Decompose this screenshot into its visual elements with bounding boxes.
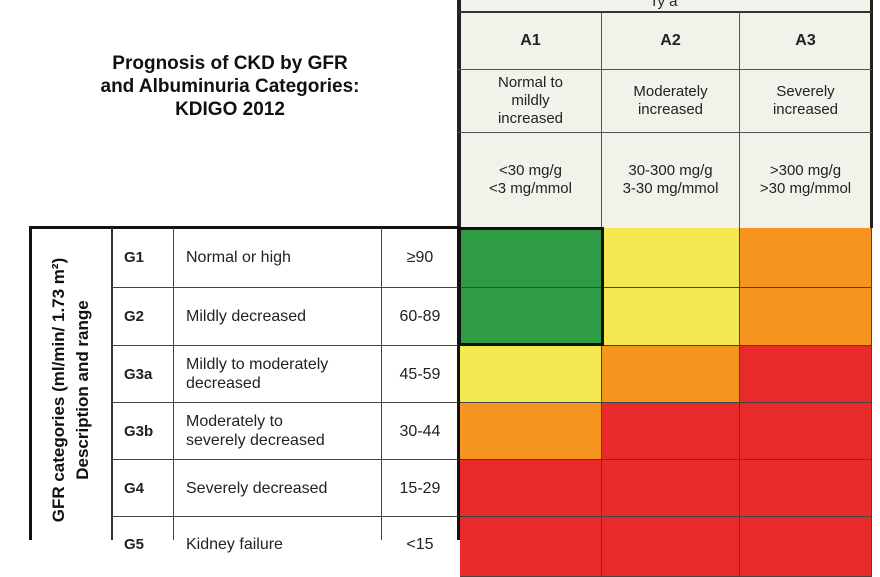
col-desc-a3: Severely increased [772,83,839,118]
row-divider [112,287,458,288]
risk-cell-g1-a3 [740,228,872,288]
row-code-g3a: G3a [124,365,153,383]
row-range-g4: 15-29 [399,479,441,497]
albuminuria-top-label: ry a [652,0,678,10]
title-line-2: and Albuminuria Categories: [100,76,360,97]
row-range-g1: ≥90 [406,249,434,266]
risk-cell-g3a-a2 [602,346,740,403]
risk-cell-g5-a2 [602,517,740,577]
gfr-axis-label: GFR categories (ml/min/ 1.73 m²) Descrip… [30,230,112,550]
row-divider [112,516,458,517]
risk-cell-g5-a3 [740,517,872,577]
low-risk-outline [458,227,604,346]
row-divider [112,345,458,346]
col-code-a1: A1 [520,32,541,49]
risk-cell-g4-a3 [740,460,872,517]
row-desc-g2: Mildly decreased [186,308,307,325]
row-code-g3b: G3b [124,422,154,440]
col-desc-a1: Normal to mildly increased [497,74,564,127]
table-divider [111,228,113,540]
col-range-a3: >300 mg/g >30 mg/mmol [759,162,852,197]
row-code-g2: G2 [124,308,145,325]
row-range-g3a: 45-59 [399,365,441,383]
header-divider [458,132,872,133]
header-border-left [457,0,461,230]
risk-cell-g2-a3 [740,288,872,346]
title-line-3: KDIGO 2012 [175,99,285,120]
row-divider [112,459,458,460]
header-divider [601,12,602,228]
header-divider [739,12,740,228]
table-divider [381,228,382,540]
row-desc-g1: Normal or high [186,249,291,266]
row-desc-g3b: Moderately to severely decreased [186,413,325,449]
title-line-1: Prognosis of CKD by GFR [112,53,348,74]
row-code-g4: G4 [124,479,145,497]
row-code-g5: G5 [124,536,145,553]
col-code-a3: A3 [795,32,816,49]
table-divider [173,228,174,540]
risk-cell-g3b-a1 [460,403,602,460]
col-code-a2: A2 [660,32,681,49]
header-divider [458,69,872,70]
col-range-a2: 30-300 mg/g 3-30 mg/mmol [622,162,719,197]
table-divider [457,228,460,540]
risk-cell-g4-a1 [460,460,602,517]
risk-cell-g3a-a3 [740,346,872,403]
row-range-g3b: 30-44 [399,422,441,440]
risk-cell-g3a-a1 [460,346,602,403]
row-range-g5: <15 [406,536,434,553]
table-border-left [29,226,32,540]
risk-cell-g2-a2 [602,288,740,346]
risk-cell-g1-a1 [460,228,602,288]
table-border-top [29,226,460,229]
col-range-a1: <30 mg/g <3 mg/mmol [489,162,572,197]
gfr-axis-label-line-2: Description and range [73,300,92,480]
row-range-g2: 60-89 [399,308,441,325]
albuminuria-header [458,0,872,228]
risk-cell-g5-a1 [460,517,602,577]
header-border-right [870,0,873,228]
risk-cell-g3b-a3 [740,403,872,460]
page-title: Prognosis of CKD by GFR and Albuminuria … [70,52,390,121]
row-desc-g4: Severely decreased [186,479,328,497]
header-divider [458,11,872,13]
risk-cell-g3b-a2 [602,403,740,460]
col-desc-a2: Moderately increased [633,83,708,118]
gfr-axis-label-line-1: GFR categories (ml/min/ 1.73 m²) [49,257,68,523]
risk-cell-g4-a2 [602,460,740,517]
row-desc-g5: Kidney failure [186,536,283,553]
risk-cell-g1-a2 [602,228,740,288]
row-desc-g3a: Mildly to moderately decreased [186,356,329,392]
row-divider [112,402,458,403]
row-code-g1: G1 [124,249,145,266]
